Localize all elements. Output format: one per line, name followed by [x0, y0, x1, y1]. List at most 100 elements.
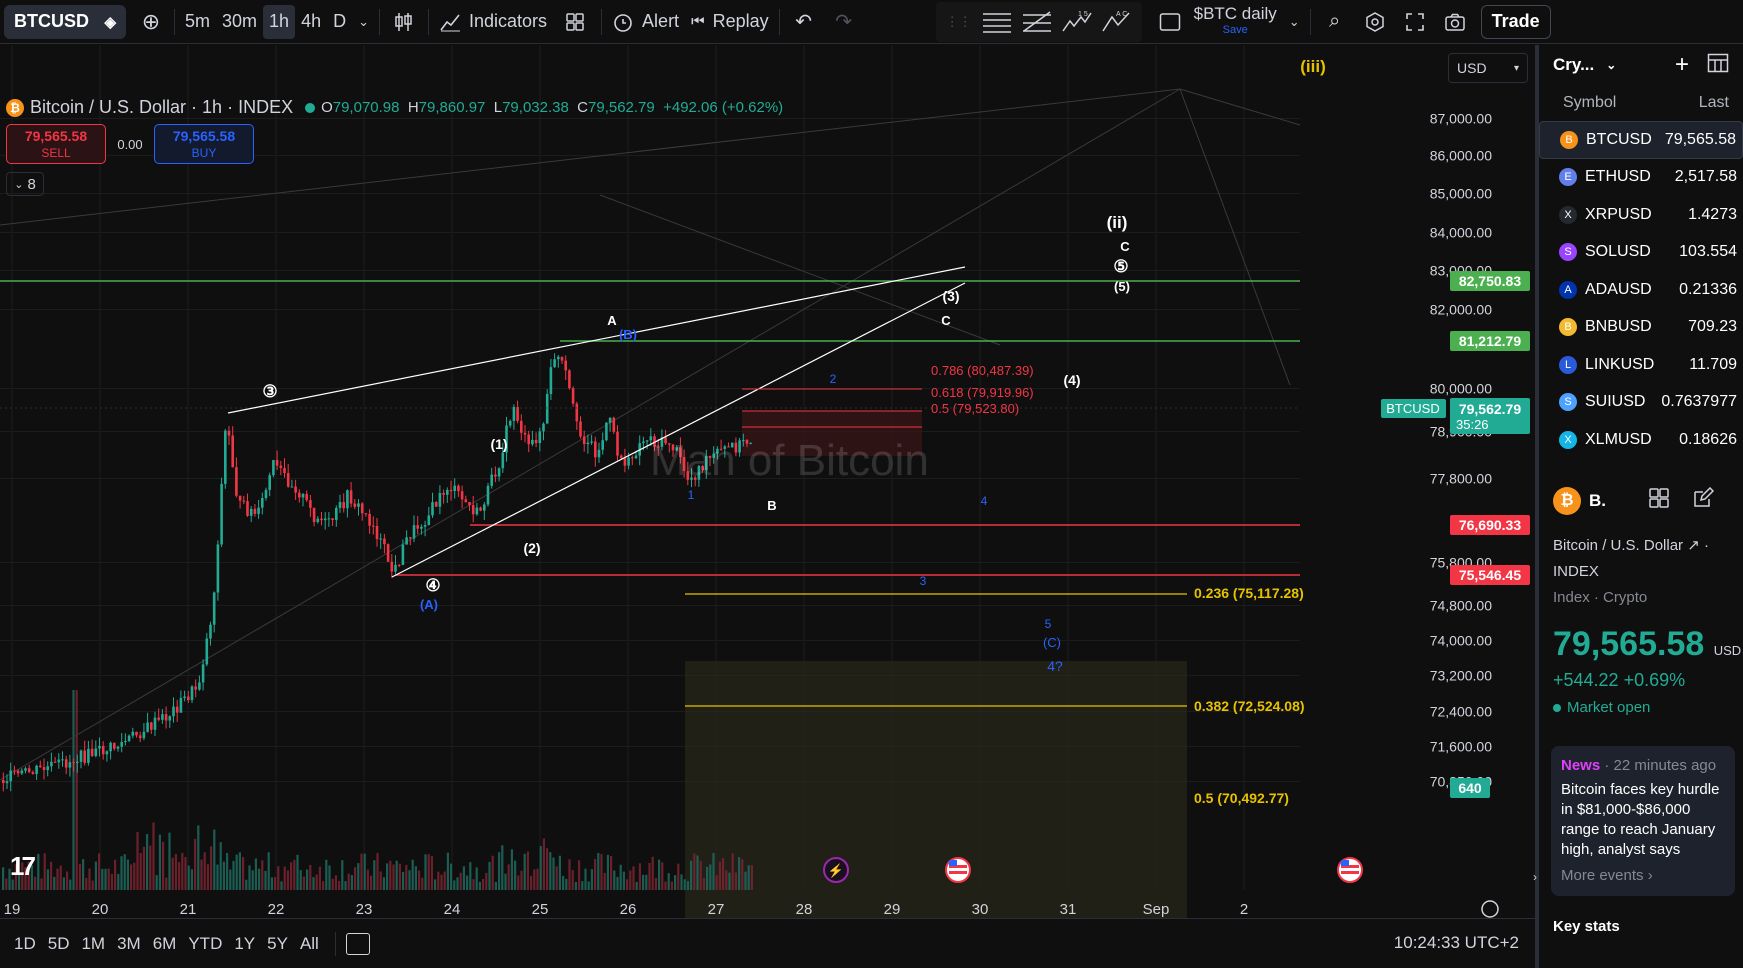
details-layout-icon[interactable] — [1648, 487, 1670, 514]
watchlist-settings-icon[interactable] — [1707, 53, 1729, 78]
layout-save-label[interactable]: Save — [1222, 23, 1248, 36]
external-link-icon[interactable]: ↗ — [1687, 536, 1700, 554]
indicators-button[interactable]: Indicators — [433, 5, 553, 39]
price-tag-76690-bg[interactable] — [1450, 515, 1530, 535]
watchlist-symbol: LINKUSD — [1585, 355, 1655, 373]
fullscreen-icon[interactable] — [1395, 5, 1435, 39]
collapse-sidebar-icon[interactable]: › — [1533, 870, 1537, 884]
chart-canvas[interactable]: Man of Bitcoin 0.786 (80,487.39) 0.618 (7… — [0, 45, 1535, 918]
watchlist-row-bnbusd[interactable]: B BNBUSD 709.23 — [1539, 309, 1743, 347]
layout-dropdown-icon[interactable]: ⌄ — [1288, 13, 1300, 29]
price-tag-81212-bg[interactable] — [1450, 331, 1530, 351]
candle-body — [61, 759, 64, 761]
range-1m[interactable]: 1M — [81, 933, 106, 953]
quick-search-icon[interactable]: ⌕ — [1329, 10, 1341, 32]
tf-d[interactable]: D — [333, 11, 347, 31]
price-tag-75546-bg[interactable] — [1450, 565, 1530, 585]
hlines-tool-icon[interactable] — [982, 9, 1012, 35]
indicators-collapse-button[interactable]: ⌄ 8 — [6, 172, 44, 196]
watchlist-row-btcusd[interactable]: B BTCUSD 79,565.58 — [1539, 121, 1743, 159]
add-symbol-icon[interactable]: + — [1674, 51, 1689, 78]
candle-body — [194, 686, 197, 690]
layout-name[interactable]: $BTC daily Save — [1188, 5, 1283, 39]
volume-bar — [306, 869, 309, 890]
range-1d[interactable]: 1D — [14, 933, 36, 953]
settings-hex-icon[interactable] — [1355, 5, 1395, 39]
range-all[interactable]: All — [299, 933, 319, 953]
tf-30m[interactable]: 30m — [222, 11, 258, 31]
news-card[interactable]: News · 22 minutes ago Bitcoin faces key … — [1551, 745, 1735, 896]
trade-button[interactable]: Trade — [1480, 4, 1551, 39]
camera-icon[interactable] — [1435, 5, 1475, 39]
range-5y[interactable]: 5Y — [267, 933, 288, 953]
range-3m[interactable]: 3M — [117, 933, 141, 953]
watchlist-row-adausd[interactable]: A ADAUSD 0.21336 — [1539, 271, 1743, 309]
range-5d[interactable]: 5D — [47, 933, 70, 953]
symbol-options-icon[interactable]: ◈ — [104, 13, 116, 31]
buy-button[interactable]: 79,565.58 BUY — [154, 124, 254, 164]
range-1y[interactable]: 1Y — [234, 933, 256, 953]
candle-type-icon[interactable] — [384, 5, 424, 39]
watchlist-row-linkusd[interactable]: L LINKUSD 11.709 — [1539, 346, 1743, 384]
volume-bar — [232, 860, 235, 890]
chart-pane[interactable]: Man of Bitcoin 0.786 (80,487.39) 0.618 (7… — [0, 45, 1535, 918]
layout-select-icon[interactable] — [1152, 5, 1188, 39]
volume-bar — [565, 878, 568, 890]
tf-dropdown-icon[interactable]: ⌄ — [358, 13, 369, 29]
watchlist-title[interactable]: Cry... — [1553, 55, 1595, 74]
range-ytd[interactable]: YTD — [188, 933, 223, 953]
col-symbol[interactable]: Symbol — [1563, 94, 1617, 111]
range-6m[interactable]: 6M — [152, 933, 177, 953]
alert-button[interactable]: Alert — [606, 5, 685, 39]
currency-select[interactable]: USD ▾ — [1448, 53, 1528, 83]
news-headline[interactable]: Bitcoin faces key hurdle in $81,000-$86,… — [1561, 780, 1720, 858]
candle-body — [531, 439, 534, 445]
panel-divider[interactable] — [1535, 45, 1539, 968]
goto-date-icon[interactable] — [345, 932, 370, 955]
lightning-event-icon[interactable] — [823, 857, 849, 883]
wave-3-circle-label: ③ — [262, 382, 277, 401]
tf-1h[interactable]: 1h — [263, 4, 296, 39]
volume-bar — [546, 848, 549, 890]
drag-handle-icon[interactable]: ⋮⋮ — [945, 13, 972, 29]
btc-price-tag-bg[interactable] — [1450, 398, 1530, 434]
edit-icon[interactable] — [1692, 486, 1715, 514]
watchlist-row-ethusd[interactable]: E ETHUSD 2,517.58 — [1539, 159, 1743, 197]
wave-15-tool-icon[interactable]: 1 5 — [1061, 9, 1092, 35]
clock[interactable]: 10:24:33 UTC+2 — [1393, 933, 1519, 952]
tf-5m[interactable]: 5m — [185, 11, 211, 31]
watchlist-dropdown-icon[interactable]: ⌄ — [1606, 58, 1617, 72]
volume-bar — [347, 873, 350, 890]
time-axis[interactable]: 19 20 21 22 23 24 25 26 27 28 29 30 31 Sep 2 — [4, 900, 1499, 918]
price-axis[interactable]: 87,000.0086,000.0085,000.0084,000.0083,0… — [1381, 111, 1530, 799]
legend-title[interactable]: Bitcoin / U.S. Dollar · 1h · INDEX — [30, 97, 294, 117]
volume-bar — [315, 874, 318, 890]
watchlist-row-xlmusd[interactable]: X XLMUSD 0.18626 — [1539, 421, 1743, 459]
templates-icon[interactable] — [553, 5, 597, 39]
fib-tool-icon[interactable] — [1022, 9, 1052, 35]
candle-body — [353, 503, 357, 507]
sell-button[interactable]: 79,565.58 SELL — [6, 124, 106, 164]
wave-ac-tool-icon[interactable]: A C — [1101, 9, 1132, 35]
watchlist-row-solusd[interactable]: S SOLUSD 103.554 — [1539, 234, 1743, 272]
redo-icon[interactable]: ↷ — [835, 11, 852, 33]
details-name[interactable]: Bitcoin / U.S. Dollar — [1553, 536, 1684, 554]
watchlist-row-xrpusd[interactable]: X XRPUSD 1.4273 — [1539, 196, 1743, 234]
volume-tag-bg[interactable] — [1450, 778, 1490, 798]
details-symbol[interactable]: B. — [1589, 490, 1606, 510]
btc-symbol-tag-bg[interactable] — [1381, 399, 1446, 418]
compare-add-icon[interactable]: ⊕ — [141, 8, 161, 34]
volume-bar — [350, 875, 353, 890]
axis-settings-icon[interactable] — [1481, 900, 1499, 918]
undo-icon[interactable]: ↶ — [795, 11, 812, 33]
more-events-link[interactable]: More events › — [1561, 866, 1653, 884]
price-tag-82750-bg[interactable] — [1450, 271, 1530, 291]
legend-change: +492.06 (+0.62%) — [663, 99, 784, 116]
tf-4h[interactable]: 4h — [301, 11, 322, 31]
replay-button[interactable]: ⏮ Replay — [685, 5, 775, 39]
symbol-search[interactable]: BTCUSD ◈ — [4, 4, 126, 39]
col-last[interactable]: Last — [1698, 94, 1729, 111]
tradingview-logo[interactable]: 17 — [10, 851, 36, 881]
watchlist-row-suiusd[interactable]: S SUIUSD 0.7637977 — [1539, 384, 1743, 422]
event-markers[interactable]: ⚡ — [823, 857, 1363, 883]
